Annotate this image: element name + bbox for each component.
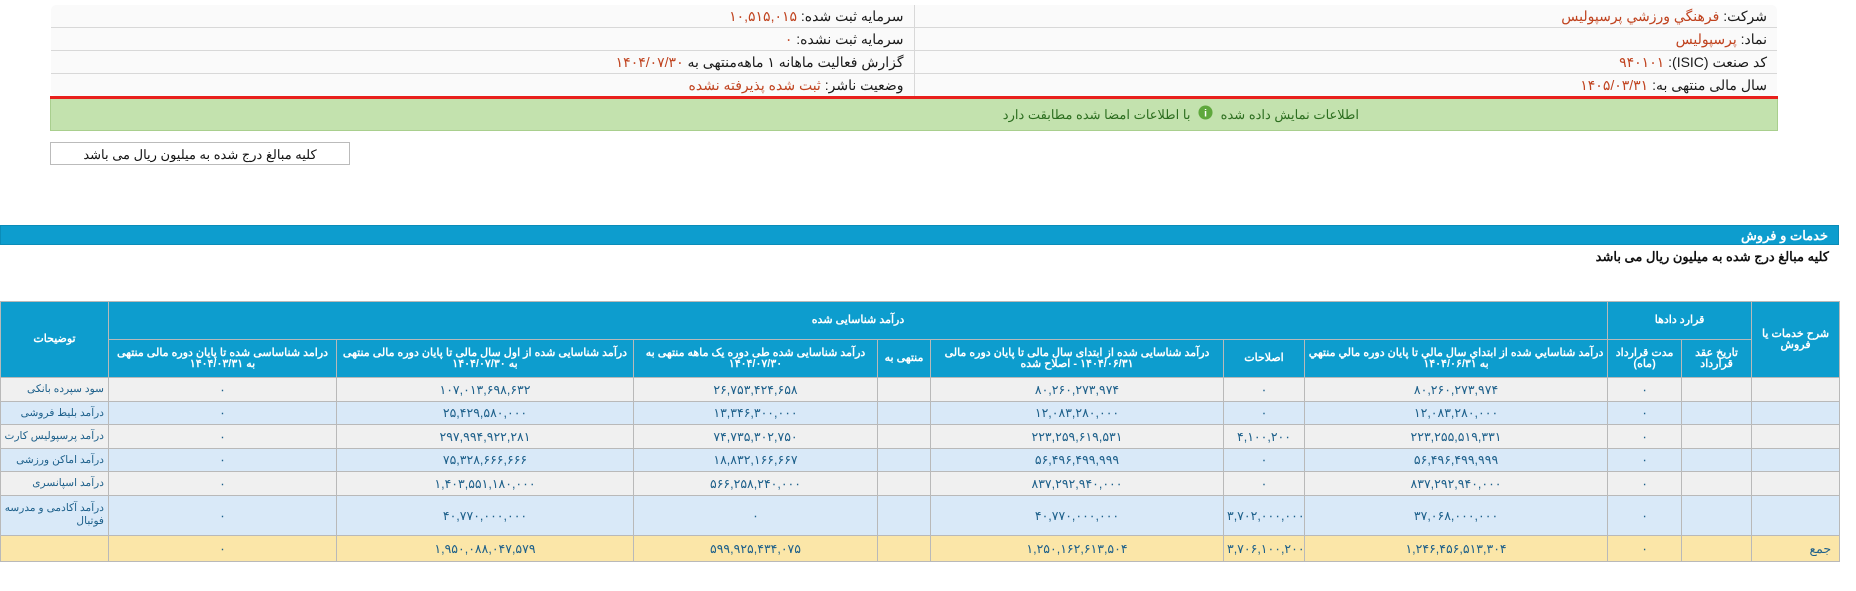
svg-text:i: i [1204, 108, 1207, 119]
